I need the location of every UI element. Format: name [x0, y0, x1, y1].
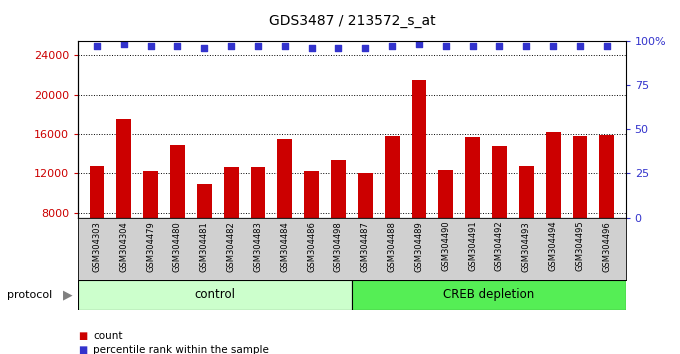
Text: GSM304303: GSM304303 — [92, 221, 101, 272]
Text: ▶: ▶ — [63, 288, 73, 301]
Text: GSM304483: GSM304483 — [254, 221, 262, 272]
Text: GSM304495: GSM304495 — [575, 221, 585, 272]
Point — [306, 45, 317, 51]
Bar — [304, 171, 319, 291]
Point — [92, 43, 103, 49]
Text: GSM304491: GSM304491 — [468, 221, 477, 272]
Bar — [352, 280, 626, 310]
Text: GSM304304: GSM304304 — [119, 221, 129, 272]
Text: GSM304496: GSM304496 — [602, 221, 611, 272]
Point — [521, 43, 532, 49]
Point — [467, 43, 478, 49]
Text: control: control — [194, 288, 235, 301]
Point — [252, 43, 263, 49]
Bar — [277, 139, 292, 291]
Point — [413, 41, 424, 47]
Point — [146, 43, 156, 49]
Text: GSM304494: GSM304494 — [549, 221, 558, 272]
Text: CREB depletion: CREB depletion — [443, 288, 534, 301]
Text: GSM304487: GSM304487 — [361, 221, 370, 272]
Point — [118, 41, 129, 47]
Text: percentile rank within the sample: percentile rank within the sample — [93, 346, 269, 354]
Text: GSM304498: GSM304498 — [334, 221, 343, 272]
Bar — [439, 170, 453, 291]
Text: ■: ■ — [78, 331, 88, 341]
Bar — [116, 119, 131, 291]
Bar — [600, 135, 614, 291]
Bar — [411, 80, 426, 291]
Point — [387, 43, 398, 49]
Bar — [492, 146, 507, 291]
Bar — [197, 184, 211, 291]
Point — [199, 45, 209, 51]
Text: GSM304489: GSM304489 — [415, 221, 424, 272]
Point — [494, 43, 505, 49]
Text: GSM304480: GSM304480 — [173, 221, 182, 272]
Bar — [170, 145, 185, 291]
Point — [226, 43, 237, 49]
Bar — [143, 171, 158, 291]
Bar — [573, 136, 588, 291]
Text: GSM304481: GSM304481 — [200, 221, 209, 272]
Point — [333, 45, 344, 51]
Text: GSM304486: GSM304486 — [307, 221, 316, 272]
Text: GSM304490: GSM304490 — [441, 221, 450, 272]
Text: GSM304492: GSM304492 — [495, 221, 504, 272]
Text: GSM304488: GSM304488 — [388, 221, 396, 272]
Point — [172, 43, 183, 49]
Point — [601, 43, 612, 49]
Bar — [78, 280, 352, 310]
Text: protocol: protocol — [7, 290, 52, 300]
Bar — [358, 173, 373, 291]
Text: GDS3487 / 213572_s_at: GDS3487 / 213572_s_at — [269, 14, 435, 28]
Text: GSM304482: GSM304482 — [226, 221, 236, 272]
Text: ■: ■ — [78, 346, 88, 354]
Text: GSM304493: GSM304493 — [522, 221, 531, 272]
Bar — [90, 166, 104, 291]
Text: GSM304484: GSM304484 — [280, 221, 289, 272]
Point — [360, 45, 371, 51]
Bar — [465, 137, 480, 291]
Bar — [519, 166, 534, 291]
Point — [575, 43, 585, 49]
Bar — [224, 167, 239, 291]
Bar — [251, 167, 265, 291]
Point — [279, 43, 290, 49]
Bar — [331, 160, 346, 291]
Bar — [546, 132, 560, 291]
Point — [441, 43, 452, 49]
Point — [547, 43, 558, 49]
Text: GSM304479: GSM304479 — [146, 221, 155, 272]
Bar — [385, 136, 400, 291]
Text: count: count — [93, 331, 122, 341]
